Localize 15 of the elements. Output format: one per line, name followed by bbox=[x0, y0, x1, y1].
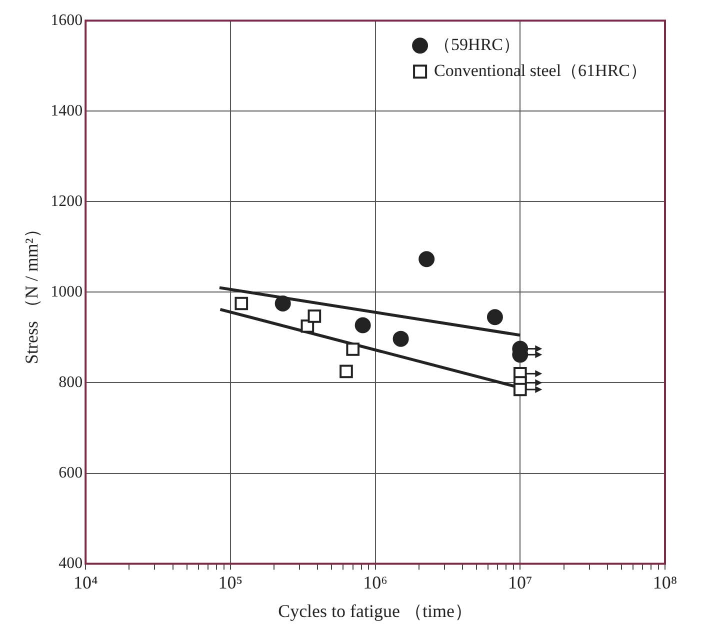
x-axis-title: Cycles to fatigue （time） bbox=[278, 600, 473, 621]
y-tick-label: 600 bbox=[58, 464, 83, 482]
y-tick-label: 1600 bbox=[50, 12, 83, 29]
x-tick-label: 10⁶ bbox=[363, 572, 388, 592]
y-tick-label: 400 bbox=[58, 555, 83, 572]
y-tick-label: 800 bbox=[58, 374, 83, 391]
x-tick-label: 10⁴ bbox=[73, 572, 98, 592]
legend-label: （59HRC） bbox=[434, 35, 520, 54]
x-tick-label: 10⁵ bbox=[218, 572, 243, 592]
x-tick-label: 10⁸ bbox=[652, 572, 678, 592]
x-tick-label: 10⁷ bbox=[508, 572, 532, 592]
y-tick-label: 1400 bbox=[50, 102, 83, 120]
y-axis-title: Stress （N / mm²） bbox=[22, 220, 42, 364]
y-tick-label: 1000 bbox=[50, 283, 83, 300]
y-tick-label: 1200 bbox=[50, 192, 83, 210]
